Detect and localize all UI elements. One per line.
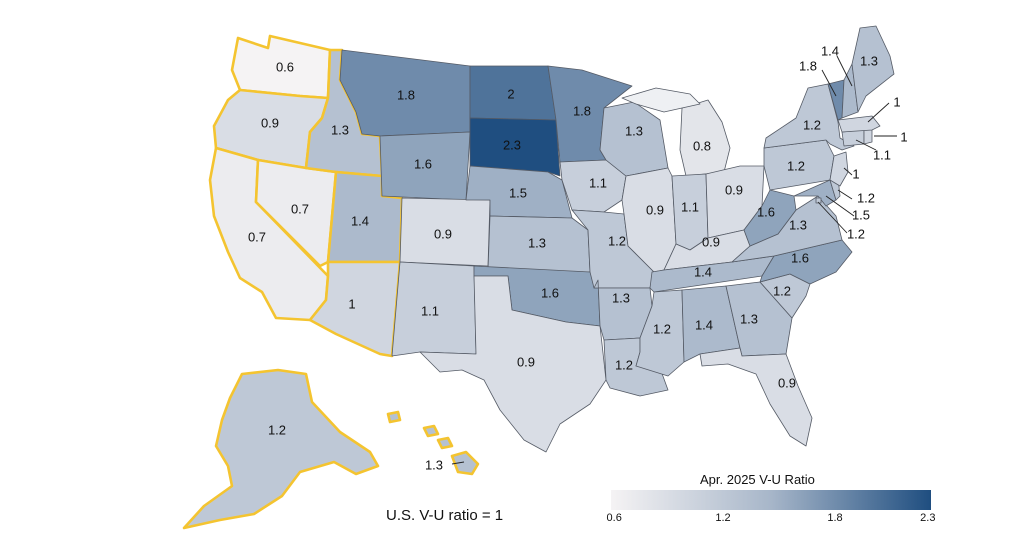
- label-ar: 1.3: [612, 290, 630, 305]
- label-ky: 0.9: [702, 234, 720, 249]
- label-mo: 1.2: [608, 233, 626, 248]
- label-mt: 1.8: [397, 87, 415, 102]
- state-nj: [829, 151, 849, 187]
- legend-tick: 1.2: [715, 512, 731, 524]
- label-wa: 0.6: [276, 59, 294, 74]
- label-id: 1.3: [331, 122, 349, 137]
- label-nj: 1: [852, 166, 859, 181]
- label-la: 1.2: [615, 357, 633, 372]
- label-va: 1.3: [789, 217, 807, 232]
- legend-tick: 1.8: [827, 512, 843, 524]
- state-value-labels: 0.6 0.9 0.7 0.7 1.3 1.4 1 1.8 1.6 0.9 1.…: [248, 43, 908, 472]
- label-ks: 1.3: [528, 235, 546, 250]
- label-de: 1.2: [857, 190, 875, 205]
- label-ak: 1.2: [268, 422, 286, 437]
- us-ratio-note: U.S. V-U ratio = 1: [386, 507, 504, 524]
- hawaii-island-oahu: [422, 424, 440, 438]
- label-or: 0.9: [261, 115, 279, 130]
- label-nv: 0.7: [291, 201, 309, 216]
- leader-lines: [451, 55, 897, 465]
- label-co: 0.9: [434, 226, 452, 241]
- legend-title: Apr. 2025 V-U Ratio: [700, 472, 815, 487]
- label-il: 0.9: [646, 202, 664, 217]
- legend-tick: 0.6: [606, 512, 622, 524]
- label-tx: 0.9: [517, 354, 535, 369]
- state-fl: [699, 347, 813, 447]
- label-dc: 1.2: [847, 226, 865, 241]
- legend-ticks: 0.6 1.2 1.8 2.3: [607, 512, 936, 532]
- legend-color-bar: [611, 490, 931, 510]
- hawaii-island-maui: [436, 436, 454, 450]
- label-pa: 1.2: [787, 158, 805, 173]
- label-ri: 1: [900, 129, 907, 144]
- state-dc: [815, 197, 822, 204]
- label-ms: 1.2: [653, 321, 671, 336]
- label-sc: 1.2: [773, 283, 791, 298]
- label-tn: 1.4: [694, 264, 712, 279]
- state-me: [851, 25, 895, 113]
- label-ia: 1.1: [589, 175, 607, 190]
- label-fl: 0.9: [778, 375, 796, 390]
- label-al: 1.4: [695, 317, 713, 332]
- hawaii-island-kauai: [386, 410, 402, 424]
- label-ga: 1.3: [740, 311, 758, 326]
- label-ne: 1.5: [509, 185, 527, 200]
- legend-tick: 2.3: [920, 512, 936, 524]
- state-tx: [419, 275, 607, 453]
- state-mi-upper: [621, 87, 701, 113]
- label-ny: 1.2: [803, 117, 821, 132]
- label-nm: 1.1: [421, 303, 439, 318]
- state-mi: [679, 99, 731, 177]
- label-az: 1: [348, 296, 355, 311]
- state-wv: [743, 189, 797, 247]
- label-in: 1.1: [681, 199, 699, 214]
- label-wi: 1.3: [625, 123, 643, 138]
- state-sd: [469, 117, 561, 177]
- label-ut: 1.4: [351, 213, 369, 228]
- state-ma: [837, 115, 881, 133]
- state-hi: [450, 450, 480, 476]
- label-vt: 1.8: [799, 58, 817, 73]
- label-mn: 1.8: [573, 103, 591, 118]
- state-ri: [863, 129, 873, 145]
- state-nc: [759, 239, 853, 285]
- label-hi: 1.3: [425, 457, 443, 472]
- label-wy: 1.6: [414, 156, 432, 171]
- label-sd: 2.3: [503, 137, 521, 152]
- state-ak: [182, 368, 380, 530]
- label-wv: 1.6: [757, 204, 775, 219]
- label-ca: 0.7: [248, 229, 266, 244]
- label-ok: 1.6: [541, 285, 559, 300]
- label-oh: 0.9: [725, 182, 743, 197]
- label-ct: 1.1: [873, 147, 891, 162]
- label-nd: 2: [507, 86, 514, 101]
- label-nh: 1.4: [821, 43, 839, 58]
- state-md: [793, 179, 837, 207]
- state-ct: [841, 129, 865, 147]
- label-mi: 0.8: [693, 138, 711, 153]
- label-md: 1.5: [852, 207, 870, 222]
- label-ma: 1: [893, 94, 900, 109]
- label-me: 1.3: [860, 53, 878, 68]
- label-nc: 1.6: [791, 250, 809, 265]
